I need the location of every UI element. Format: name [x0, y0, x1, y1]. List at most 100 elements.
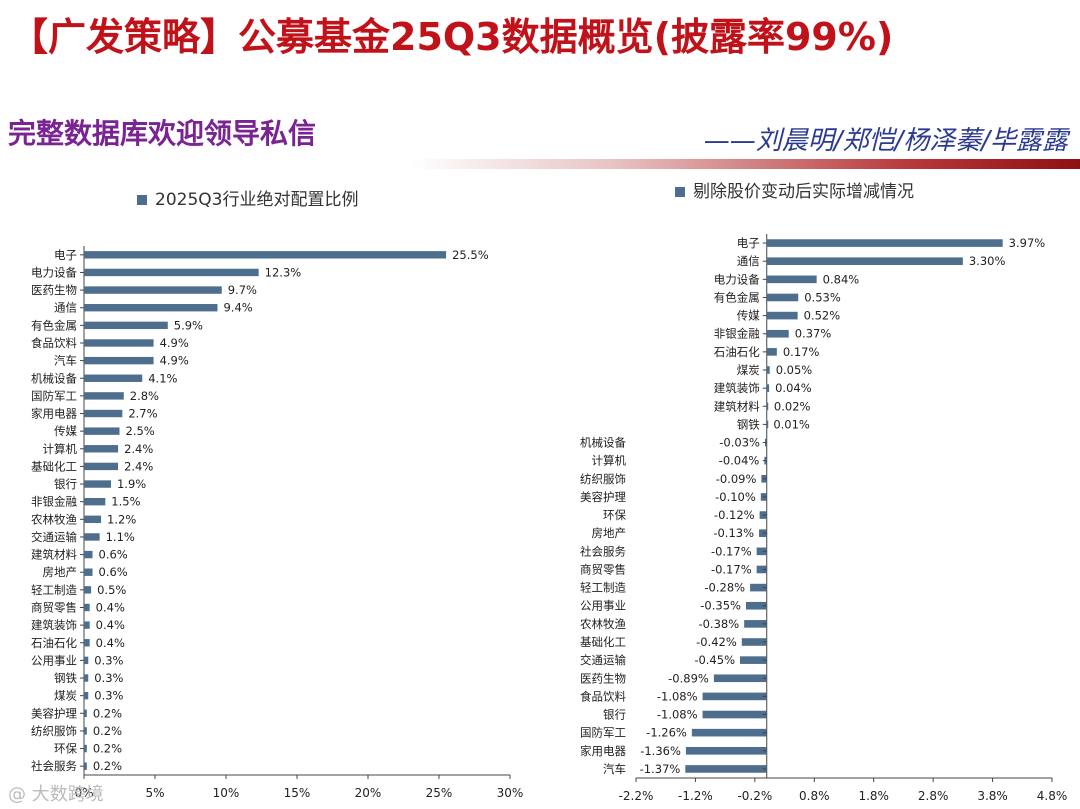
category-label: 传媒 [54, 424, 77, 438]
category-label: 建筑材料 [31, 548, 77, 562]
bar [84, 339, 154, 347]
bar [756, 547, 767, 556]
category-label: 国防军工 [580, 726, 626, 740]
category-label: 通信 [737, 254, 760, 268]
data-label: -1.08% [657, 689, 698, 703]
data-label: -0.03% [719, 436, 760, 450]
bar [84, 568, 93, 576]
x-tick-label: 30% [497, 786, 524, 800]
x-tick-label: 5% [145, 786, 164, 800]
x-tick-label: 20% [355, 786, 382, 800]
data-label: 12.3% [265, 265, 302, 279]
data-label: 0.2% [93, 759, 122, 773]
bar [756, 565, 767, 574]
category-label: 钢铁 [737, 417, 760, 431]
bar [766, 275, 817, 284]
legend-label-1: 剔除股价变动后实际增减情况 [693, 182, 914, 202]
category-label: 轻工制造 [580, 581, 626, 595]
data-label: 1.2% [107, 512, 136, 526]
data-label: 2.7% [128, 407, 157, 421]
category-label: 电子 [54, 248, 77, 262]
x-tick-label: 2.8% [918, 789, 949, 803]
category-label: 社会服务 [31, 759, 77, 773]
category-label: 汽车 [603, 762, 626, 776]
data-label: 4.9% [160, 336, 189, 350]
category-label: 有色金属 [714, 290, 760, 304]
data-label: -1.37% [640, 762, 681, 776]
category-label: 农林牧渔 [31, 512, 77, 526]
bar [766, 384, 770, 392]
data-label: -0.45% [694, 653, 735, 667]
bar [84, 603, 90, 612]
data-label: -1.26% [646, 726, 687, 740]
data-label: 2.8% [130, 389, 159, 403]
category-label: 传媒 [737, 309, 760, 323]
data-label: 3.97% [1009, 236, 1046, 250]
category-label: 美容护理 [31, 706, 77, 720]
data-label: 1.1% [106, 530, 135, 544]
data-label: -0.10% [715, 490, 756, 504]
x-tick-label: -2.2% [619, 789, 654, 803]
x-tick-label: 15% [284, 786, 311, 800]
data-label: 0.52% [804, 309, 841, 323]
category-label: 食品饮料 [580, 689, 626, 703]
bar [766, 329, 789, 338]
bar [766, 239, 1003, 247]
authors: ——刘晨明/郑恺/杨泽蓁/毕露露 [703, 126, 1068, 156]
category-label: 纺织服饰 [580, 472, 626, 486]
x-tick-label: 1.8% [858, 789, 889, 803]
data-label: 9.7% [228, 283, 257, 297]
bar [84, 727, 87, 735]
category-label: 社会服务 [580, 544, 626, 558]
category-label: 通信 [54, 301, 77, 315]
data-label: 2.4% [124, 442, 153, 456]
data-label: -0.12% [714, 508, 755, 522]
category-label: 有色金属 [31, 318, 77, 332]
x-tick-label: 4.8% [1037, 789, 1068, 803]
x-tick-label: 0% [74, 786, 93, 800]
category-label: 公用事业 [580, 599, 626, 613]
header-divider [410, 159, 1080, 169]
category-label: 医药生物 [31, 283, 77, 297]
bar [702, 710, 767, 719]
bar [84, 480, 111, 488]
legend-label-0: 2025Q3行业绝对配置比例 [155, 190, 358, 210]
category-label: 公用事业 [31, 653, 77, 667]
data-label: 5.9% [174, 318, 203, 332]
category-label: 建筑装饰 [714, 381, 760, 395]
data-label: 9.4% [223, 301, 252, 315]
category-label: 环保 [54, 742, 77, 756]
legend-swatch-0 [137, 195, 147, 205]
category-label: 基础化工 [31, 459, 77, 473]
category-label: 家用电器 [31, 407, 77, 421]
category-label: 纺织服饰 [31, 724, 77, 738]
bar [685, 746, 767, 755]
x-tick-label: -1.2% [678, 789, 713, 803]
watermark: @ 大数跨境 [8, 784, 104, 805]
subtitle: 完整数据库欢迎领导私信 [8, 117, 317, 150]
data-label: 0.4% [96, 600, 125, 614]
bar [84, 586, 92, 594]
page-title: 【广发策略】公募基金25Q3数据概览(披露率99%) [10, 15, 894, 59]
category-label: 煤炭 [54, 689, 77, 703]
allocation-bar-chart: 2025Q3行业绝对配置比例 0% 5% 10% 15% 20% 25% 30% 电子 25.5%… [31, 190, 524, 800]
bar [766, 257, 963, 266]
bar [84, 533, 100, 541]
bar [84, 392, 124, 400]
data-label: -0.17% [711, 544, 752, 558]
category-label: 交通运输 [31, 530, 77, 544]
category-label: 石油石化 [714, 345, 760, 359]
category-label: 银行 [603, 708, 626, 722]
data-label: 0.84% [823, 272, 860, 286]
data-label: -1.08% [657, 708, 698, 722]
bar [766, 293, 799, 302]
data-label: -0.28% [704, 581, 745, 595]
x-tick-label: 10% [213, 786, 240, 800]
bar [84, 268, 259, 277]
category-label: 农林牧渔 [580, 617, 626, 631]
data-label: -0.04% [719, 454, 760, 468]
data-label: 2.5% [126, 424, 155, 438]
data-label: 0.17% [783, 345, 820, 359]
bar [84, 744, 87, 753]
bar [84, 427, 120, 435]
